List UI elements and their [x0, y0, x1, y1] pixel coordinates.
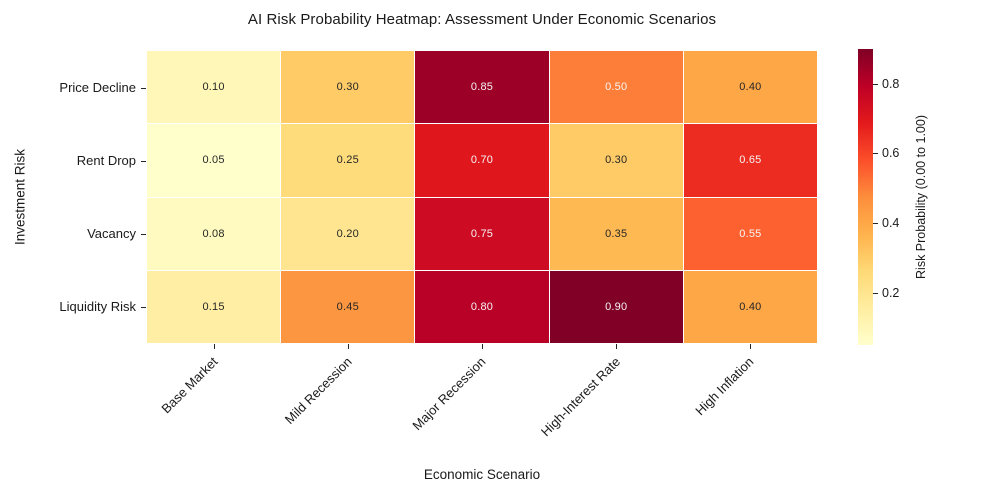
colorbar-tick-label: 0.8 — [882, 76, 900, 91]
x-axis-title: Economic Scenario — [423, 467, 541, 482]
x-tick-label: Mild Recession — [281, 354, 355, 427]
colorbar-tick-mark — [873, 83, 878, 85]
heatmap-cell-r0-c4: 0.40 — [683, 51, 817, 124]
colorbar-tick-mark — [873, 223, 878, 225]
heatmap-cell-r2-c1: 0.20 — [281, 197, 415, 270]
heatmap-cell-r0-c0: 0.10 — [147, 51, 281, 124]
colorbar-label: Risk Probability (0.00 to 1.00) — [914, 115, 928, 279]
heatmap-cell-r0-c3: 0.50 — [549, 51, 683, 124]
chart-title: AI Risk Probability Heatmap: Assessment … — [247, 11, 717, 28]
x-tick-mark — [482, 344, 483, 349]
heatmap-cell-r3-c2: 0.80 — [415, 270, 549, 343]
colorbar-tick-label: 0.6 — [882, 146, 900, 161]
y-tick-mark — [141, 233, 146, 235]
x-tick-mark — [348, 344, 349, 349]
heatmap-cell-r3-c0: 0.15 — [147, 270, 281, 343]
heatmap-cell-r2-c0: 0.08 — [147, 197, 281, 270]
y-tick-mark — [141, 306, 146, 308]
heatmap-grid: 0.10 0.30 0.85 0.50 0.40 0.05 0.25 0.70 0.30 0.65… — [147, 51, 817, 343]
heatmap-cell-r1-c3: 0.30 — [549, 124, 683, 197]
x-tick-mark — [616, 344, 617, 349]
x-tick-mark — [750, 344, 751, 349]
y-tick-label: Price Decline — [59, 80, 136, 95]
y-tick-label: Liquidity Risk — [59, 299, 136, 314]
heatmap-cell-r1-c1: 0.25 — [281, 124, 415, 197]
colorbar-tick-mark — [873, 153, 878, 155]
heatmap-cell-r0-c2: 0.85 — [415, 51, 549, 124]
heatmap-cell-r1-c4: 0.65 — [683, 124, 817, 197]
heatmap-cell-r3-c3: 0.90 — [549, 270, 683, 343]
y-tick-label: Vacancy — [87, 226, 136, 241]
heatmap-cell-r2-c3: 0.35 — [549, 197, 683, 270]
heatmap-cell-r3-c1: 0.45 — [281, 270, 415, 343]
y-tick-label: Rent Drop — [76, 153, 136, 168]
heatmap-cell-r2-c4: 0.55 — [683, 197, 817, 270]
x-tick-mark — [214, 344, 215, 349]
heatmap-cell-r1-c2: 0.70 — [415, 124, 549, 197]
x-tick-label: High-Interest Rate — [537, 354, 623, 440]
heatmap-cell-r3-c4: 0.40 — [683, 270, 817, 343]
heatmap-cell-r1-c0: 0.05 — [147, 124, 281, 197]
colorbar-tick-label: 0.2 — [882, 285, 900, 300]
colorbar-tick-mark — [873, 292, 878, 294]
x-tick-label: Base Market — [158, 354, 221, 417]
colorbar-gradient — [858, 49, 873, 345]
y-tick-mark — [141, 160, 146, 162]
x-tick-label: High Inflation — [692, 354, 757, 419]
x-tick-label: Major Recession — [409, 354, 489, 434]
heatmap-cell-r0-c1: 0.30 — [281, 51, 415, 124]
y-tick-mark — [141, 87, 146, 89]
colorbar-tick-label: 0.4 — [882, 216, 900, 231]
heatmap-cell-r2-c2: 0.75 — [415, 197, 549, 270]
